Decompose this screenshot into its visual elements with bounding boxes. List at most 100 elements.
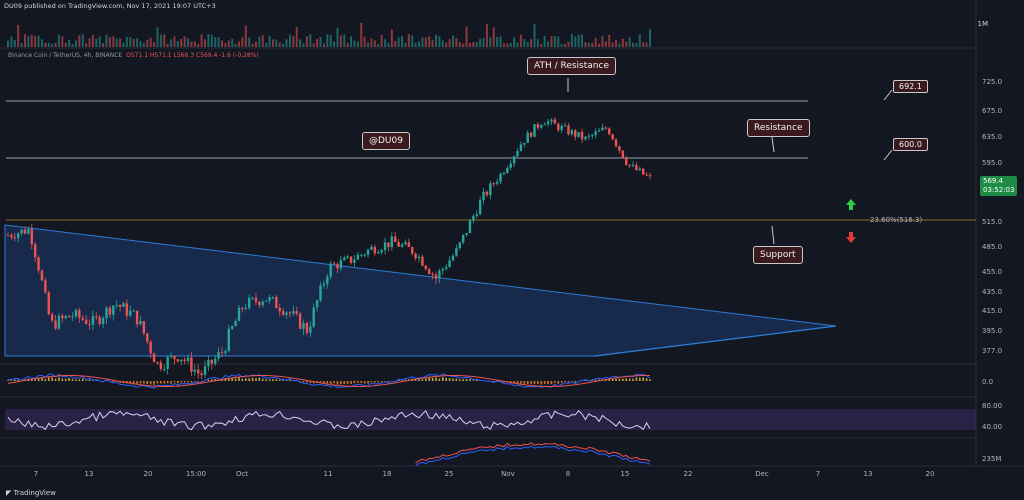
volume-bar xyxy=(81,34,84,47)
macd-histogram-bar xyxy=(452,378,454,381)
volume-bar xyxy=(305,36,308,47)
candle-body xyxy=(125,303,129,316)
volume-bar xyxy=(513,37,516,47)
macd-histogram-bar xyxy=(323,381,325,384)
candle-body xyxy=(47,292,50,315)
candle-body xyxy=(322,283,326,286)
volume-bar xyxy=(108,37,111,47)
macd-histogram-bar xyxy=(445,377,447,381)
volume-bar xyxy=(292,35,295,47)
level-692-label: 692.1 xyxy=(893,80,928,93)
volume-bar xyxy=(271,39,274,47)
candle-body xyxy=(264,300,268,302)
candle-body xyxy=(648,175,652,177)
macd-histogram-bar xyxy=(194,381,196,382)
candle-body xyxy=(180,359,183,362)
brand-label: TradingView xyxy=(13,489,56,497)
volume-bar xyxy=(411,35,414,47)
down-arrow-icon xyxy=(846,232,856,243)
macd-histogram-bar xyxy=(319,381,322,383)
level-600-label: 600.0 xyxy=(893,138,928,151)
macd-histogram-bar xyxy=(645,378,648,381)
macd-histogram-bar xyxy=(363,381,366,384)
candle-body xyxy=(40,270,44,281)
macd-histogram-bar xyxy=(438,378,441,381)
volume-bar xyxy=(638,34,641,47)
candle-body xyxy=(438,270,441,279)
volume-bar xyxy=(553,35,556,47)
tradingview-logo[interactable]: ◤ TradingView xyxy=(6,489,56,497)
macd-histogram-bar xyxy=(251,377,254,381)
volume-bar xyxy=(632,42,635,47)
candle-body xyxy=(546,121,550,125)
macd-histogram-bar xyxy=(340,381,342,385)
publisher-info: DU09 published on TradingView.com, Nov 1… xyxy=(4,2,216,10)
candle-body xyxy=(190,357,193,372)
candle-body xyxy=(84,319,88,324)
candle-body xyxy=(458,242,461,249)
macd-histogram-bar xyxy=(326,381,329,384)
volume-bar xyxy=(479,38,482,47)
candle-body xyxy=(278,307,281,312)
volume-bar xyxy=(581,34,584,47)
candle-body xyxy=(152,353,156,363)
candle-body xyxy=(580,131,584,140)
macd-histogram-bar xyxy=(628,378,631,381)
macd-histogram-bar xyxy=(353,381,356,384)
candle-body xyxy=(631,164,635,166)
candle-body xyxy=(448,260,451,267)
candle-body xyxy=(482,191,485,201)
macd-histogram-bar xyxy=(78,379,81,381)
volume-bar xyxy=(615,40,618,47)
volume-bar xyxy=(448,39,451,47)
macd-histogram-bar xyxy=(431,377,434,381)
candle-body xyxy=(74,310,78,317)
volume-bar xyxy=(519,34,522,47)
volume-bar xyxy=(210,34,213,47)
macd-histogram-bar xyxy=(105,380,108,381)
price-axis[interactable]: 725.0675.0635.0595.0555.0515.0485.0455.0… xyxy=(982,78,1002,355)
macd-histogram-bar xyxy=(241,378,244,381)
tradingview-icon: ◤ xyxy=(6,489,14,497)
macd-histogram-bar xyxy=(71,379,74,381)
candle-body xyxy=(563,125,567,127)
volume-bar xyxy=(431,40,434,47)
candle-body xyxy=(407,242,411,248)
volume-bar xyxy=(268,35,271,47)
volume-bar xyxy=(125,36,128,47)
volume-bar xyxy=(370,38,373,47)
volume-bar xyxy=(475,42,478,47)
time-tick-label: 13 xyxy=(85,470,94,478)
volume-bar xyxy=(159,34,162,47)
volume-bar xyxy=(265,42,268,47)
volume-bar xyxy=(285,39,288,47)
macd-histogram-bar xyxy=(302,381,305,383)
candle-body xyxy=(64,315,67,319)
macd-histogram-bar xyxy=(550,381,553,385)
volume-bar xyxy=(594,37,597,47)
volume-bar xyxy=(502,43,505,47)
macd-histogram-bar xyxy=(211,379,213,381)
macd-histogram-bar xyxy=(333,381,335,384)
volume-bar xyxy=(207,34,210,47)
volume-bar xyxy=(204,39,207,47)
volume-bar xyxy=(200,34,203,47)
macd-histogram-bar xyxy=(75,379,77,381)
rsi-80-label: 80.00 xyxy=(982,402,1002,410)
candle-body xyxy=(288,312,292,314)
candle-body xyxy=(329,263,332,277)
volume-bar xyxy=(649,29,651,47)
macd-histogram-bar xyxy=(13,379,16,381)
candle-body xyxy=(88,323,91,325)
macd-histogram-bar xyxy=(44,378,47,381)
volume-bar xyxy=(584,42,587,47)
macd-histogram-bar xyxy=(244,378,247,381)
macd-histogram-bar xyxy=(200,381,203,382)
volume-bar xyxy=(316,38,319,47)
candle-body xyxy=(387,242,390,248)
candle-body xyxy=(346,256,349,258)
oscillator-line-b xyxy=(415,445,651,467)
volume-bar xyxy=(642,42,645,47)
time-axis[interactable]: 7 13 20 15:00 Oct 11 18 25 Nov 8 15 22 Dec 7 13 20 xyxy=(34,470,935,478)
